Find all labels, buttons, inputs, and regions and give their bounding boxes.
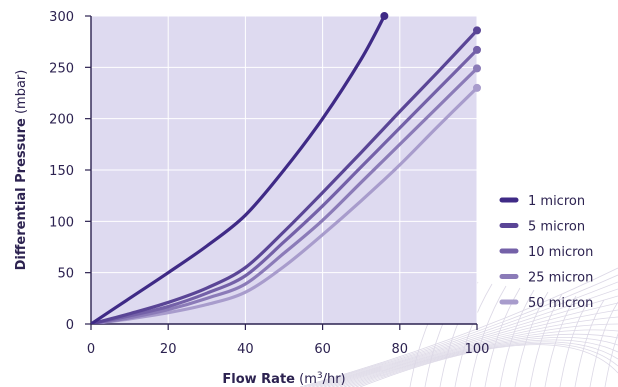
mesh-curve — [299, 267, 618, 387]
mesh-curve — [319, 302, 618, 387]
series-endpoint-1 — [473, 26, 481, 35]
series-line-0 — [91, 16, 386, 324]
mesh-curve — [469, 285, 507, 387]
legend-label-1: 5 micron — [528, 220, 585, 235]
x-tick-label: 20 — [160, 342, 177, 357]
legend: 1 micron 5 micron 10 micron 25 micron 50 mic… — [499, 194, 593, 311]
mesh-curve — [529, 293, 563, 387]
y-tick-label: 100 — [49, 215, 74, 230]
y-tick-label: 50 — [57, 267, 74, 282]
x-axis-label: Flow Rate (m3/hr) — [222, 371, 345, 387]
mesh-curve — [335, 329, 618, 387]
mesh-curve — [315, 295, 618, 387]
series-line-4 — [91, 86, 477, 324]
axes — [85, 15, 478, 330]
series-line-1 — [91, 28, 477, 324]
x-tick-label: 100 — [465, 342, 490, 357]
y-tick-label: 250 — [49, 61, 74, 76]
series-endpoint-0 — [380, 12, 389, 20]
mesh-curve — [339, 333, 618, 387]
x-axis-label-superscript: 3 — [317, 371, 323, 381]
x-tick-labels: 0 20 40 60 80 100 — [87, 342, 490, 357]
y-axis-label-unit: (mbar) — [14, 70, 29, 119]
x-axis-label-unit-tail: /hr) — [323, 372, 346, 387]
series-line-3 — [91, 66, 477, 324]
series-endpoint-4 — [473, 83, 481, 92]
mesh-curve — [559, 297, 591, 387]
y-axis-label-bold: Differential Pressure — [14, 118, 29, 270]
series-lines — [91, 16, 477, 324]
y-axis-label: Differential Pressure (mbar) — [14, 70, 29, 271]
series-endpoint-3 — [473, 64, 481, 73]
mesh-curve — [323, 309, 618, 387]
x-tick-label: 40 — [237, 342, 254, 357]
x-axis-label-unit: (m — [295, 372, 317, 387]
mesh-curve — [327, 316, 618, 387]
x-tick-label: 80 — [392, 342, 409, 357]
mesh-curve — [359, 344, 618, 387]
mesh-curve — [307, 281, 618, 387]
mesh-curve — [484, 287, 521, 387]
y-tick-labels: 0 50 100 150 200 250 300 — [49, 10, 74, 333]
mesh-curve — [589, 301, 618, 387]
legend-label-0: 1 micron — [528, 194, 585, 209]
mesh-curve — [604, 332, 618, 387]
mesh-curve — [514, 291, 549, 387]
mesh-curve — [311, 288, 618, 387]
mesh-curve — [355, 343, 618, 387]
legend-label-2: 10 micron — [528, 245, 593, 260]
y-tick-label: 150 — [49, 164, 74, 179]
mesh-curve — [347, 339, 618, 387]
mesh-curve — [574, 299, 605, 387]
x-tick-label: 0 — [87, 342, 95, 357]
y-tick-label: 0 — [66, 318, 74, 333]
legend-label-4: 50 micron — [528, 296, 593, 311]
mesh-curve — [343, 337, 618, 387]
y-tick-label: 300 — [49, 10, 74, 25]
legend-label-3: 25 micron — [528, 271, 593, 286]
mesh-pattern-decoration — [299, 267, 618, 387]
x-tick-label: 60 — [314, 342, 331, 357]
series-endpoints — [380, 12, 481, 92]
series-line-2 — [91, 48, 477, 324]
mesh-curve — [544, 295, 577, 387]
mesh-curve — [454, 283, 493, 387]
x-axis-label-bold: Flow Rate — [222, 372, 295, 387]
series-endpoint-2 — [473, 45, 481, 54]
y-tick-label: 200 — [49, 113, 74, 128]
mesh-curve — [499, 289, 535, 387]
